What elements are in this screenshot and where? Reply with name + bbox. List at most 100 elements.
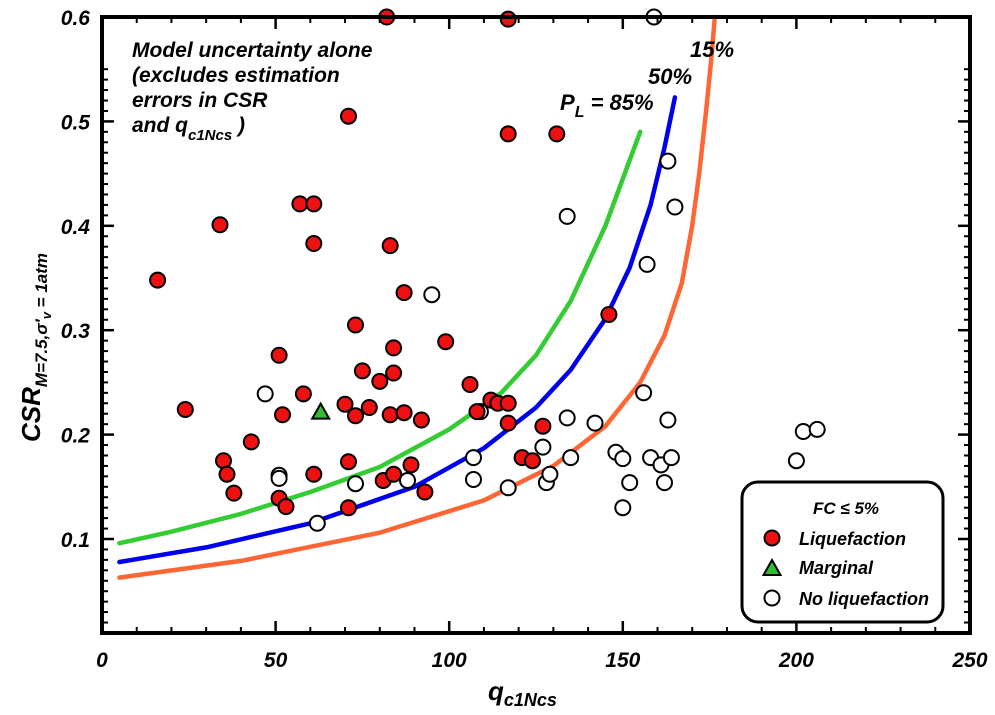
liquefaction-point (305, 195, 323, 213)
curve-label-50: 50% (648, 64, 692, 89)
plot-frame (100, 15, 972, 635)
liquefaction-point (499, 10, 517, 28)
y-tick-label: 0.2 (61, 425, 91, 448)
no-liquefaction-point (794, 423, 812, 440)
no-liquefaction-point (614, 499, 632, 517)
liquefaction-point (385, 339, 403, 357)
liquefaction-point (412, 411, 430, 429)
liquefaction-point (274, 406, 291, 424)
liquefaction-point (270, 346, 288, 364)
y-tick-label: 0.5 (61, 111, 91, 134)
liquefaction-point (336, 395, 354, 413)
annotation-line-4: and qc1Ncs ) (132, 114, 245, 144)
liquefaction-point (225, 484, 243, 502)
liquefaction-point (468, 403, 486, 421)
curve-label-85: PL = 85% (560, 90, 654, 121)
no-liquefaction-point (256, 385, 274, 403)
liquefaction-point (524, 452, 541, 470)
liquefaction-point (499, 125, 517, 143)
curve-label-15: 15% (690, 37, 734, 62)
y-tick-label: 0.3 (61, 320, 91, 343)
liquefaction-point (548, 125, 566, 143)
x-axis-title-sub: c1Ncs (504, 690, 557, 710)
liquefaction-point (294, 385, 312, 403)
y-tick-label: 0.6 (61, 7, 91, 30)
no-liquefaction-point (465, 471, 482, 488)
x-tick-label: 250 (951, 649, 987, 672)
x-tick-label: 150 (605, 649, 640, 672)
y-axis-title-sub: M=7.5,σ′ (32, 318, 51, 387)
liquefaction-point (600, 306, 618, 323)
liquefaction-point (218, 465, 236, 483)
no-liquefaction-point (534, 438, 552, 456)
x-tick-label: 0 (96, 649, 108, 672)
curve-label-85-tail: = 85% (584, 90, 653, 115)
y-tick-label: 0.1 (61, 529, 90, 552)
no-liquefaction-point (659, 152, 677, 170)
marginal-point (310, 401, 331, 420)
liquefaction-point (381, 237, 399, 255)
liquefaction-point (360, 399, 378, 416)
legend-marginal-label: Marginal (799, 558, 874, 578)
x-axis-title: qc1Ncs (488, 676, 557, 710)
liquefaction-point (340, 107, 357, 125)
no-liquefaction-point (638, 255, 656, 273)
legend-title: FC ≤ 5% (813, 499, 879, 518)
liquefaction-point (395, 284, 413, 302)
x-tick-label: 50 (264, 649, 288, 672)
liquefaction-point (176, 401, 194, 418)
liquefaction-point (385, 364, 403, 382)
no-liquefaction-point (656, 474, 673, 492)
no-liquefaction-point (614, 450, 632, 468)
legend: FC ≤ 5% Liquefaction Marginal No liquefa… (740, 480, 945, 624)
liquefaction-point (416, 483, 434, 501)
liquefaction-point (305, 235, 323, 252)
legend-liquefaction-label: Liquefaction (799, 529, 906, 549)
no-liquefaction-point (270, 469, 288, 487)
liquefaction-point (381, 406, 399, 424)
liquefaction-point (215, 452, 232, 470)
x-tick-label: 100 (432, 649, 467, 672)
no-liquefaction-point (558, 207, 576, 225)
legend-no-liquefaction-label: No liquefaction (799, 589, 929, 609)
liquefaction-point (499, 394, 517, 412)
y-axis-title-sub2: v (39, 311, 54, 319)
liquefaction-point (242, 433, 260, 451)
no-liquefaction-point (586, 414, 604, 432)
liquefaction-point (437, 333, 455, 351)
liquefaction-point (347, 407, 364, 425)
liquefaction-point (353, 362, 371, 380)
liquefaction-point (291, 195, 309, 213)
no-liquefaction-point (562, 449, 580, 467)
annotation-line-4-tail: ) (232, 114, 245, 137)
liquefaction-point (340, 453, 357, 471)
liquefaction-point (211, 216, 229, 234)
no-liquefaction-point (635, 384, 653, 402)
y-axis-title: CSRM=7.5,σ′v = 1atm (16, 253, 54, 442)
no-liquefaction-point (558, 409, 576, 427)
legend-no-liquefaction-marker (763, 589, 781, 607)
no-liquefaction-point (465, 449, 482, 467)
no-liquefaction-point (423, 286, 441, 304)
legend-liquefaction-marker (763, 529, 781, 547)
no-liquefaction-point (808, 420, 826, 438)
liquefaction-point (277, 498, 295, 516)
y-axis-title-sub3: = 1atm (32, 253, 51, 312)
annotation-line-2: (excludes estimation (132, 64, 340, 87)
no-liquefaction-point (308, 514, 326, 532)
annotation-line-4-main: and q (132, 114, 188, 137)
liquefaction-point (371, 372, 389, 390)
legend-marginal-marker (761, 557, 783, 576)
annotation-line-3: errors in CSR (132, 89, 268, 112)
legend-box (740, 480, 945, 624)
liquefaction-point (305, 465, 323, 483)
liquefaction-point (395, 404, 413, 422)
curve-pl-15 (117, 14, 718, 580)
y-axis-title-main: CSR (16, 387, 46, 442)
no-liquefaction-point (621, 474, 639, 492)
y-tick-label: 0.4 (61, 216, 91, 239)
no-liquefaction-point (787, 452, 805, 470)
no-liquefaction-point (541, 465, 559, 483)
liquefaction-point (347, 316, 364, 334)
liquefaction-point (402, 456, 420, 474)
